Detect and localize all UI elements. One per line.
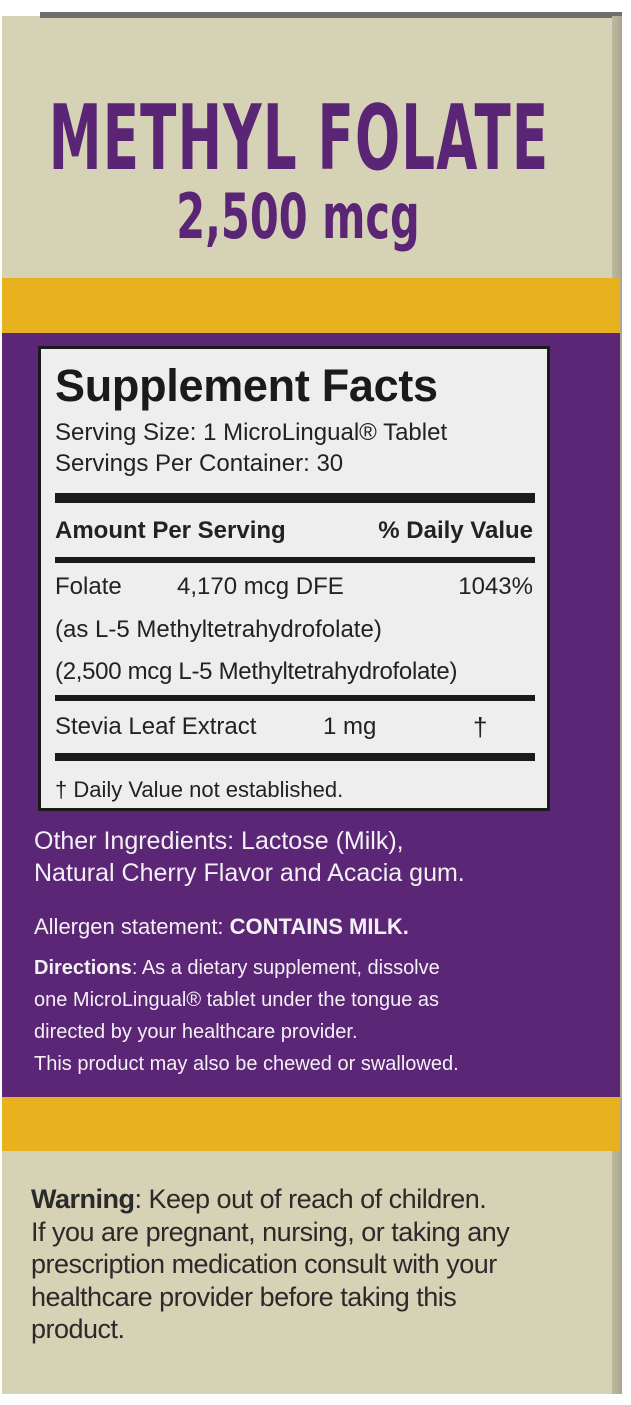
folate-source-amount: (2,500 mcg L-5 Methyltetrahydrofolate) [55,658,458,685]
allergen-statement: Allergen statement: CONTAINS MILK. [34,913,409,941]
other-ingredients-line: Other Ingredients: Lactose (Milk), [34,827,404,855]
folate-source: (as L-5 Methyltetrahydrofolate) [55,616,382,643]
folate-dv: 1043% [458,573,533,600]
facts-title: Supplement Facts [55,360,438,411]
folate-amount: 4,170 mcg DFE [177,573,344,600]
divider [55,695,535,701]
divider [55,557,535,563]
warning-line: product. [31,1314,125,1344]
divider [55,493,535,503]
gold-band-top [2,278,620,334]
divider [55,753,535,761]
stevia-dv: † [473,712,488,742]
allergen-label: Allergen statement: [34,914,230,939]
servings-per-container: Servings Per Container: 30 [55,450,344,477]
other-ingredients-line: Natural Cherry Flavor and Acacia gum. [34,859,465,887]
warning-label: Warning [31,1184,135,1214]
stevia-amount: 1 mg [323,713,377,740]
warning-text: Warning: Keep out of reach of children. … [31,1183,621,1346]
warning-line: healthcare provider before taking this [31,1281,457,1312]
directions-line: one MicroLingual® tablet under the tongu… [34,989,440,1011]
product-dose: 2,500 mcg [176,180,420,253]
directions-text: : As a dietary supplement, dissolve [131,957,440,979]
directions-line: directed by your healthcare provider. [34,1021,358,1043]
directions-line: Directions: As a dietary supplement, dis… [34,955,440,981]
allergen-value: CONTAINS MILK. [229,914,409,939]
folate-name: Folate [55,573,122,600]
warning-line: If you are pregnant, nursing, or taking … [31,1216,510,1247]
box-top-edge [40,12,622,18]
directions-label: Directions [34,957,132,979]
directions-line: This product may also be chewed or swall… [34,1053,459,1075]
footnote: † Daily Value not established. [55,777,344,802]
stevia-name: Stevia Leaf Extract [55,713,257,740]
warning-line: : Keep out of reach of children. [134,1184,487,1214]
supplement-facts-panel: Supplement Facts Serving Size: 1 MicroLi… [38,346,550,811]
gold-band-bottom [2,1097,620,1151]
header-amount: Amount Per Serving [55,517,286,544]
product-name: METHYL FOLATE [48,86,550,191]
header-daily-value: % Daily Value [378,517,533,544]
serving-size: Serving Size: 1 MicroLingual® Tablet [55,419,448,446]
warning-line: prescription medication consult with you… [31,1249,497,1279]
